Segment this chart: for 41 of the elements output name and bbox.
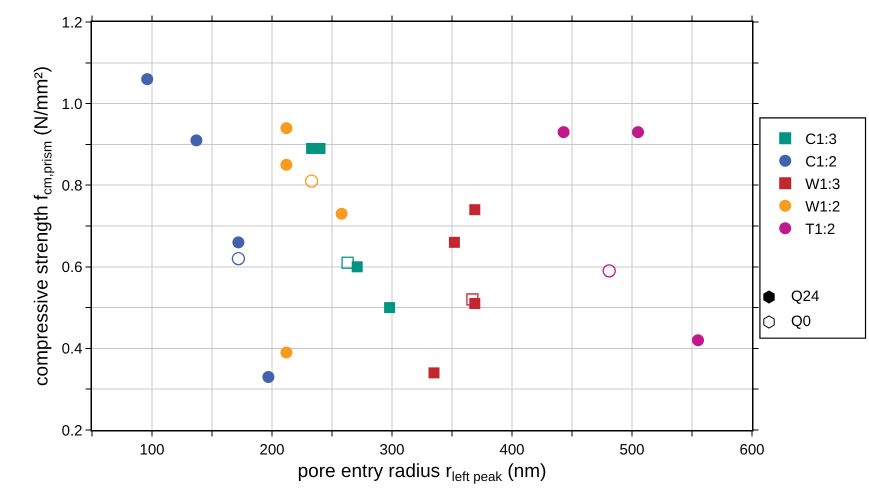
x-tick-label: 200 <box>259 442 285 458</box>
point <box>304 174 318 188</box>
x-tick-label: 400 <box>499 442 525 458</box>
x-tick-label: 500 <box>619 442 645 458</box>
point <box>341 256 354 269</box>
point <box>466 293 479 306</box>
x-tick-label: 100 <box>139 442 165 458</box>
point <box>232 236 244 248</box>
point <box>280 158 292 171</box>
point <box>558 126 570 138</box>
legend-label: C1:3 <box>805 131 837 148</box>
point <box>141 73 154 86</box>
y-tick-label: 0.6 <box>62 259 82 276</box>
point <box>232 252 246 266</box>
x-tick-label: 300 <box>379 442 405 458</box>
point <box>428 367 440 378</box>
y-tick-label: 1.2 <box>62 14 82 32</box>
legend-label: W1:2 <box>805 198 840 216</box>
text: Q24 <box>791 288 820 305</box>
point <box>336 208 348 220</box>
point <box>280 122 292 134</box>
x-axis-title: pore entry radius r$_{left peak}$ (nm) <box>298 461 546 484</box>
point <box>602 264 616 278</box>
point <box>280 346 292 358</box>
point <box>262 370 274 383</box>
point <box>448 236 460 248</box>
y-tick-label: 0.4 <box>62 340 82 358</box>
y-tick-label: 0.8 <box>62 177 82 194</box>
point <box>190 134 202 146</box>
legend-label: C1:2 <box>805 154 837 171</box>
point <box>632 126 644 138</box>
legend-label: W1:3 <box>805 176 840 194</box>
point <box>692 334 704 346</box>
y-tick-label: 1.0 <box>62 96 82 113</box>
point <box>469 204 480 216</box>
y-tick-label: 0.2 <box>62 422 82 440</box>
x-tick-label: 600 <box>739 442 765 458</box>
point <box>314 142 326 154</box>
point <box>384 302 396 314</box>
legend-label: T1:2 <box>805 221 836 238</box>
text: Q0 <box>791 313 812 330</box>
